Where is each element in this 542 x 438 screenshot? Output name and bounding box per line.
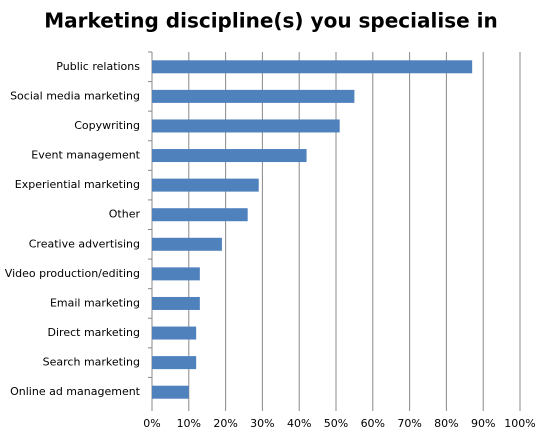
chart-title: Marketing discipline(s) you specialise i…: [44, 9, 498, 33]
x-tick-label: 0%: [143, 417, 160, 430]
y-tick-label: Public relations: [56, 60, 140, 73]
x-tick-label: 40%: [287, 417, 311, 430]
y-tick-label: Email marketing: [50, 296, 140, 309]
y-tick-label: Social media marketing: [10, 89, 140, 102]
y-tick-label: Creative advertising: [29, 237, 140, 250]
x-tick-label: 30%: [250, 417, 274, 430]
x-tick-label: 50%: [324, 417, 348, 430]
y-tick-label: Direct marketing: [48, 326, 140, 339]
bar: [152, 356, 197, 370]
x-tick-label: 100%: [504, 417, 535, 430]
x-tick-label: 90%: [471, 417, 495, 430]
x-tick-label: 70%: [397, 417, 421, 430]
bar: [152, 119, 340, 133]
y-tick-label: Online ad management: [10, 385, 141, 398]
bar: [152, 267, 200, 281]
bar: [152, 89, 355, 103]
y-tick-label: Copywriting: [74, 119, 140, 132]
bar: [152, 208, 248, 222]
bar: [152, 237, 222, 251]
x-tick-label: 10%: [177, 417, 201, 430]
bar: [152, 326, 197, 340]
bar: [152, 60, 473, 74]
y-tick-label: Event management: [31, 149, 140, 162]
y-tick-label: Search marketing: [43, 356, 140, 369]
y-tick-label: Experiential marketing: [15, 178, 140, 191]
bar: [152, 296, 200, 310]
bar: [152, 385, 189, 399]
x-tick-label: 20%: [213, 417, 237, 430]
bar: [152, 178, 259, 192]
y-tick-label: Other: [109, 208, 141, 221]
y-tick-label: Video production/editing: [5, 267, 140, 280]
x-tick-label: 60%: [361, 417, 385, 430]
bar: [152, 149, 307, 163]
x-tick-label: 80%: [434, 417, 458, 430]
